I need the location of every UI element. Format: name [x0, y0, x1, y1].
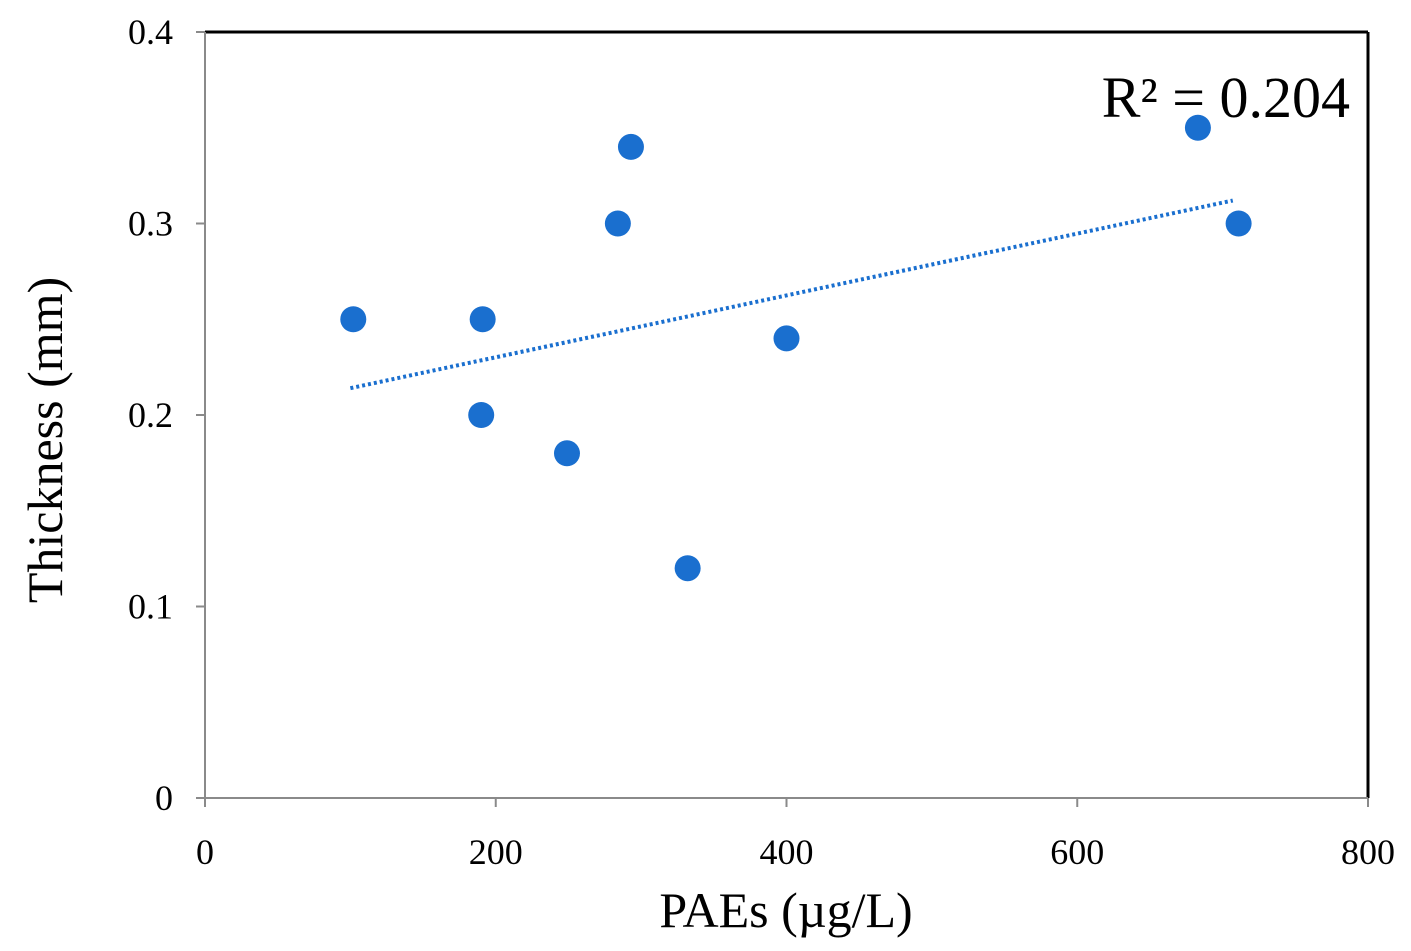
- data-point: [340, 306, 367, 333]
- y-tick-label: 0.1: [128, 587, 173, 627]
- y-tick-label: 0: [155, 778, 173, 818]
- data-points: [340, 114, 1252, 582]
- data-point: [1184, 114, 1211, 141]
- x-tick-label: 0: [196, 832, 214, 872]
- data-point: [674, 555, 701, 582]
- data-point: [468, 402, 495, 428]
- y-tick-label: 0.3: [128, 204, 173, 244]
- x-axis-title: PAEs (µg/L): [659, 882, 912, 938]
- x-axis-ticks: 0 200 400 600 800: [196, 798, 1395, 872]
- x-tick-label: 400: [760, 832, 814, 872]
- trendline: [349, 198, 1234, 391]
- x-tick-label: 600: [1050, 832, 1104, 872]
- r-squared-annotation: R² = 0.204: [1102, 65, 1350, 130]
- trendline-group: [349, 198, 1234, 391]
- x-tick-label: 800: [1341, 832, 1395, 872]
- data-point: [617, 133, 644, 160]
- y-axis-title: Thickness (mm): [17, 277, 73, 603]
- data-point: [773, 325, 800, 352]
- data-point: [604, 210, 631, 237]
- data-point: [469, 306, 496, 333]
- data-point: [1225, 210, 1252, 237]
- y-axis-ticks: 0 0.1 0.2 0.3 0.4: [128, 12, 205, 818]
- y-tick-label: 0.4: [128, 12, 173, 52]
- y-tick-label: 0.2: [128, 395, 173, 435]
- data-point: [553, 440, 580, 467]
- x-tick-label: 200: [469, 832, 523, 872]
